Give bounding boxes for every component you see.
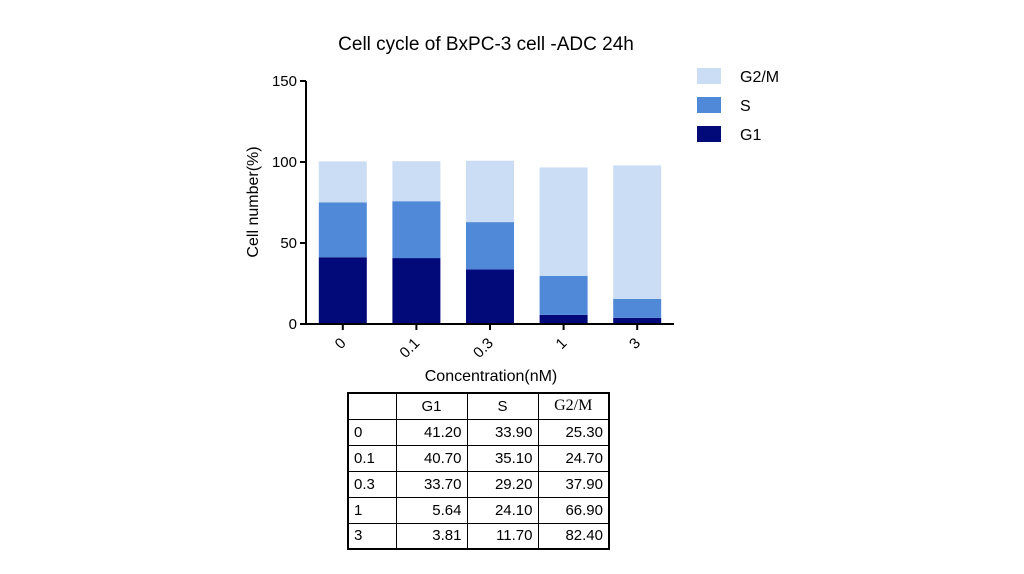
- bar-segment-s: [318, 202, 367, 258]
- table-cell: 0: [347, 418, 397, 446]
- legend-swatch: [697, 126, 721, 142]
- bar-segment-g1: [318, 257, 367, 324]
- bar-segment-s: [613, 298, 662, 318]
- table-row: 3 3.81 11.70 82.40: [347, 522, 610, 550]
- stacked-bar-chart: Cell cycle of BxPC-3 cell -ADC 24h 05010…: [245, 34, 779, 385]
- x-tick-label: 0.1: [396, 335, 423, 362]
- legend: G2/M S G1: [697, 68, 779, 144]
- bar-segment-s: [392, 201, 441, 259]
- table-row: 0 41.20 33.90 25.30: [347, 418, 610, 446]
- table-cell: 0.1: [347, 444, 397, 472]
- table-cell: 24.70: [537, 444, 610, 472]
- data-table: G1 S G2/M 0 41.20 33.90 25.30 0.1 40.70 …: [347, 392, 610, 550]
- table-header-cell: [347, 392, 397, 420]
- x-tick-label: 0.3: [470, 335, 497, 362]
- bar-segment-g2-m: [318, 161, 367, 203]
- table-cell: 40.70: [395, 444, 468, 472]
- table-cell: 3: [347, 522, 397, 550]
- bar-segment-s: [466, 222, 514, 270]
- y-tick-label: 0: [289, 316, 297, 333]
- table-header-cell: G1: [395, 392, 468, 420]
- x-tick-label: 0: [332, 335, 350, 353]
- table-cell: 82.40: [537, 522, 610, 550]
- x-axis-label: Concentration(nM): [425, 368, 558, 385]
- bar-segment-s: [539, 275, 588, 315]
- legend-label: G2/M: [740, 69, 779, 86]
- x-tick-label: 1: [553, 335, 571, 353]
- bar-segment-g1: [392, 258, 441, 324]
- legend-label: G1: [740, 127, 761, 144]
- bar-segment-g1: [466, 269, 514, 324]
- table-header-cell: S: [466, 392, 539, 420]
- table-row: 0.3 33.70 29.20 37.90: [347, 470, 610, 498]
- table-header-cell: G2/M: [537, 392, 610, 420]
- table-cell: 25.30: [537, 418, 610, 446]
- bar-segment-g2-m: [392, 161, 441, 202]
- table-cell: 66.90: [537, 496, 610, 524]
- table-row: 0.1 40.70 35.10 24.70: [347, 444, 610, 472]
- table-cell: 33.70: [395, 470, 468, 498]
- bars-layer: [318, 160, 662, 324]
- table-cell: 35.10: [466, 444, 539, 472]
- legend-swatch: [697, 68, 721, 84]
- table-row: 1 5.64 24.10 66.90: [347, 496, 610, 524]
- y-tick-label: 50: [280, 235, 297, 252]
- table-cell: 41.20: [395, 418, 468, 446]
- table-header-row: G1 S G2/M: [347, 392, 610, 420]
- y-tick-label: 100: [272, 154, 297, 171]
- x-tick-label: 3: [626, 335, 644, 353]
- legend-label: S: [740, 98, 751, 115]
- bar-segment-g2-m: [613, 165, 662, 299]
- table-cell: 0.3: [347, 470, 397, 498]
- legend-swatch: [697, 97, 721, 113]
- table-cell: 11.70: [466, 522, 539, 550]
- bar-segment-g2-m: [466, 160, 514, 223]
- table-cell: 3.81: [395, 522, 468, 550]
- table-cell: 24.10: [466, 496, 539, 524]
- table-cell: 33.90: [466, 418, 539, 446]
- table-cell: 1: [347, 496, 397, 524]
- bar-segment-g1: [539, 314, 588, 324]
- bar-segment-g1: [613, 317, 662, 324]
- table-cell: 5.64: [395, 496, 468, 524]
- bar-segment-g2-m: [539, 167, 588, 276]
- y-axis-label: Cell number(%): [245, 146, 262, 257]
- y-tick-label: 150: [272, 73, 297, 90]
- chart-title: Cell cycle of BxPC-3 cell -ADC 24h: [338, 34, 634, 55]
- table-cell: 29.20: [466, 470, 539, 498]
- table-cell: 37.90: [537, 470, 610, 498]
